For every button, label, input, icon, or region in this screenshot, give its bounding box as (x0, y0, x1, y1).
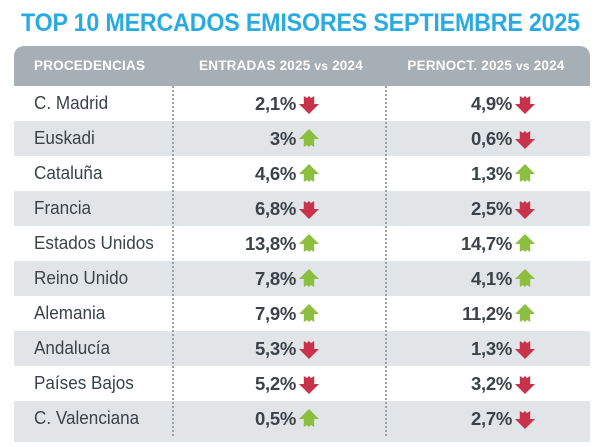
arrow-up-icon (296, 261, 322, 296)
table-row: C. Madrid 2,1% 4,9% (14, 86, 590, 121)
table-row: Países Bajos 5,2% 3,2% (14, 366, 590, 401)
pernoctaciones-value: 11,2% (462, 302, 512, 324)
pernoctaciones-value: 14,7% (461, 232, 512, 254)
entradas-value: 7,8% (255, 267, 296, 289)
cell-entradas: 13,8% (172, 226, 322, 261)
cell-entradas: 3% (172, 121, 322, 156)
arrow-down-icon (512, 401, 538, 436)
markets-table: PROCEDENCIAS ENTRADAS 2025 vs 2024 PERNO… (14, 46, 590, 442)
cell-pernoctaciones: 2,5% (385, 191, 538, 226)
cell-origin-name: C. Madrid (34, 93, 109, 113)
cell-pernoctaciones: 11,2% (385, 296, 538, 331)
column-header-pernoctaciones-main: PERNOCT. 2025 (407, 58, 517, 73)
cell-entradas: 4,6% (172, 156, 322, 191)
cell-entradas: 5,2% (172, 366, 322, 401)
table-row: Estados Unidos 13,8% 14,7% (14, 226, 590, 261)
column-header-procedencias: PROCEDENCIAS (34, 58, 146, 73)
arrow-down-icon (296, 86, 322, 121)
cell-origin-name: Alemania (34, 303, 106, 323)
cell-pernoctaciones: 1,3% (385, 331, 538, 366)
arrow-up-icon (296, 401, 322, 436)
arrow-down-icon (512, 366, 538, 401)
cell-origin-name: Países Bajos (34, 373, 134, 393)
cell-pernoctaciones: 3,2% (385, 366, 538, 401)
table-row: Andalucía 5,3% 1,3% (14, 331, 590, 366)
column-header-entradas-vs: vs (314, 59, 329, 73)
table-row: Reino Unido 7,8% 4,1% (14, 261, 590, 296)
column-header-entradas-main: ENTRADAS 2025 (199, 58, 315, 73)
entradas-value: 3% (269, 127, 296, 149)
cell-origin-name: Francia (34, 198, 92, 218)
column-header-entradas: ENTRADAS 2025 vs 2024 (182, 46, 380, 86)
column-header-pernoctaciones: PERNOCT. 2025 vs 2024 (387, 46, 585, 86)
pernoctaciones-value: 2,5% (471, 197, 512, 219)
entradas-value: 0,5% (255, 407, 296, 429)
pernoctaciones-value: 2,7% (471, 407, 512, 429)
arrow-down-icon (512, 191, 538, 226)
pernoctaciones-value: 1,3% (471, 162, 512, 184)
arrow-down-icon (296, 366, 322, 401)
cell-origin-name: Estados Unidos (34, 233, 154, 253)
entradas-value: 5,2% (255, 372, 296, 394)
page-title: TOP 10 MERCADOS EMISORES SEPTIEMBRE 2025 (21, 9, 580, 37)
arrow-up-icon (296, 121, 322, 156)
cell-pernoctaciones: 1,3% (385, 156, 538, 191)
entradas-value: 13,8% (245, 232, 296, 254)
table-row: Alemania 7,9% 11,2% (14, 296, 590, 331)
pernoctaciones-value: 1,3% (471, 337, 512, 359)
table-row: Francia 6,8% 2,5% (14, 191, 590, 226)
arrow-up-icon (512, 156, 538, 191)
entradas-value: 7,9% (255, 302, 296, 324)
arrow-down-icon (296, 191, 322, 226)
arrow-down-icon (512, 86, 538, 121)
cell-pernoctaciones: 0,6% (385, 121, 538, 156)
arrow-up-icon (512, 261, 538, 296)
arrow-up-icon (512, 226, 538, 261)
pernoctaciones-value: 0,6% (471, 127, 512, 149)
cell-origin-name: Euskadi (34, 128, 95, 148)
entradas-value: 5,3% (255, 337, 296, 359)
table-row: Euskadi 3% 0,6% (14, 121, 590, 156)
entradas-value: 6,8% (255, 197, 296, 219)
cell-pernoctaciones: 14,7% (385, 226, 538, 261)
arrow-up-icon (512, 296, 538, 331)
arrow-down-icon (512, 121, 538, 156)
cell-entradas: 7,9% (172, 296, 322, 331)
cell-entradas: 5,3% (172, 331, 322, 366)
arrow-down-icon (296, 331, 322, 366)
cell-entradas: 6,8% (172, 191, 322, 226)
pernoctaciones-value: 4,1% (471, 267, 512, 289)
arrow-up-icon (296, 296, 322, 331)
pernoctaciones-value: 4,9% (471, 92, 512, 114)
cell-pernoctaciones: 4,9% (385, 86, 538, 121)
table-row: C. Valenciana 0,5% 2,7% (14, 401, 590, 436)
cell-pernoctaciones: 4,1% (385, 261, 538, 296)
table-bottom-edge (14, 436, 590, 442)
cell-entradas: 2,1% (172, 86, 322, 121)
pernoctaciones-value: 3,2% (471, 372, 512, 394)
cell-pernoctaciones: 2,7% (385, 401, 538, 436)
arrow-down-icon (512, 331, 538, 366)
cell-entradas: 0,5% (172, 401, 322, 436)
column-header-pernoctaciones-tail: 2024 (529, 58, 565, 73)
cell-origin-name: Cataluña (34, 163, 103, 183)
table-header-row: PROCEDENCIAS ENTRADAS 2025 vs 2024 PERNO… (14, 46, 590, 86)
arrow-up-icon (296, 156, 322, 191)
cell-origin-name: C. Valenciana (34, 408, 140, 428)
table-body: C. Madrid 2,1% 4,9% Euskadi 3% 0,6% Cataluña 4,… (14, 86, 590, 436)
entradas-value: 4,6% (255, 162, 296, 184)
cell-origin-name: Reino Unido (34, 268, 129, 288)
arrow-up-icon (296, 226, 322, 261)
column-header-pernoctaciones-vs: vs (516, 59, 530, 73)
cell-origin-name: Andalucía (34, 338, 111, 358)
column-header-entradas-tail: 2024 (328, 58, 363, 73)
cell-entradas: 7,8% (172, 261, 322, 296)
table-row: Cataluña 4,6% 1,3% (14, 156, 590, 191)
entradas-value: 2,1% (255, 92, 296, 114)
